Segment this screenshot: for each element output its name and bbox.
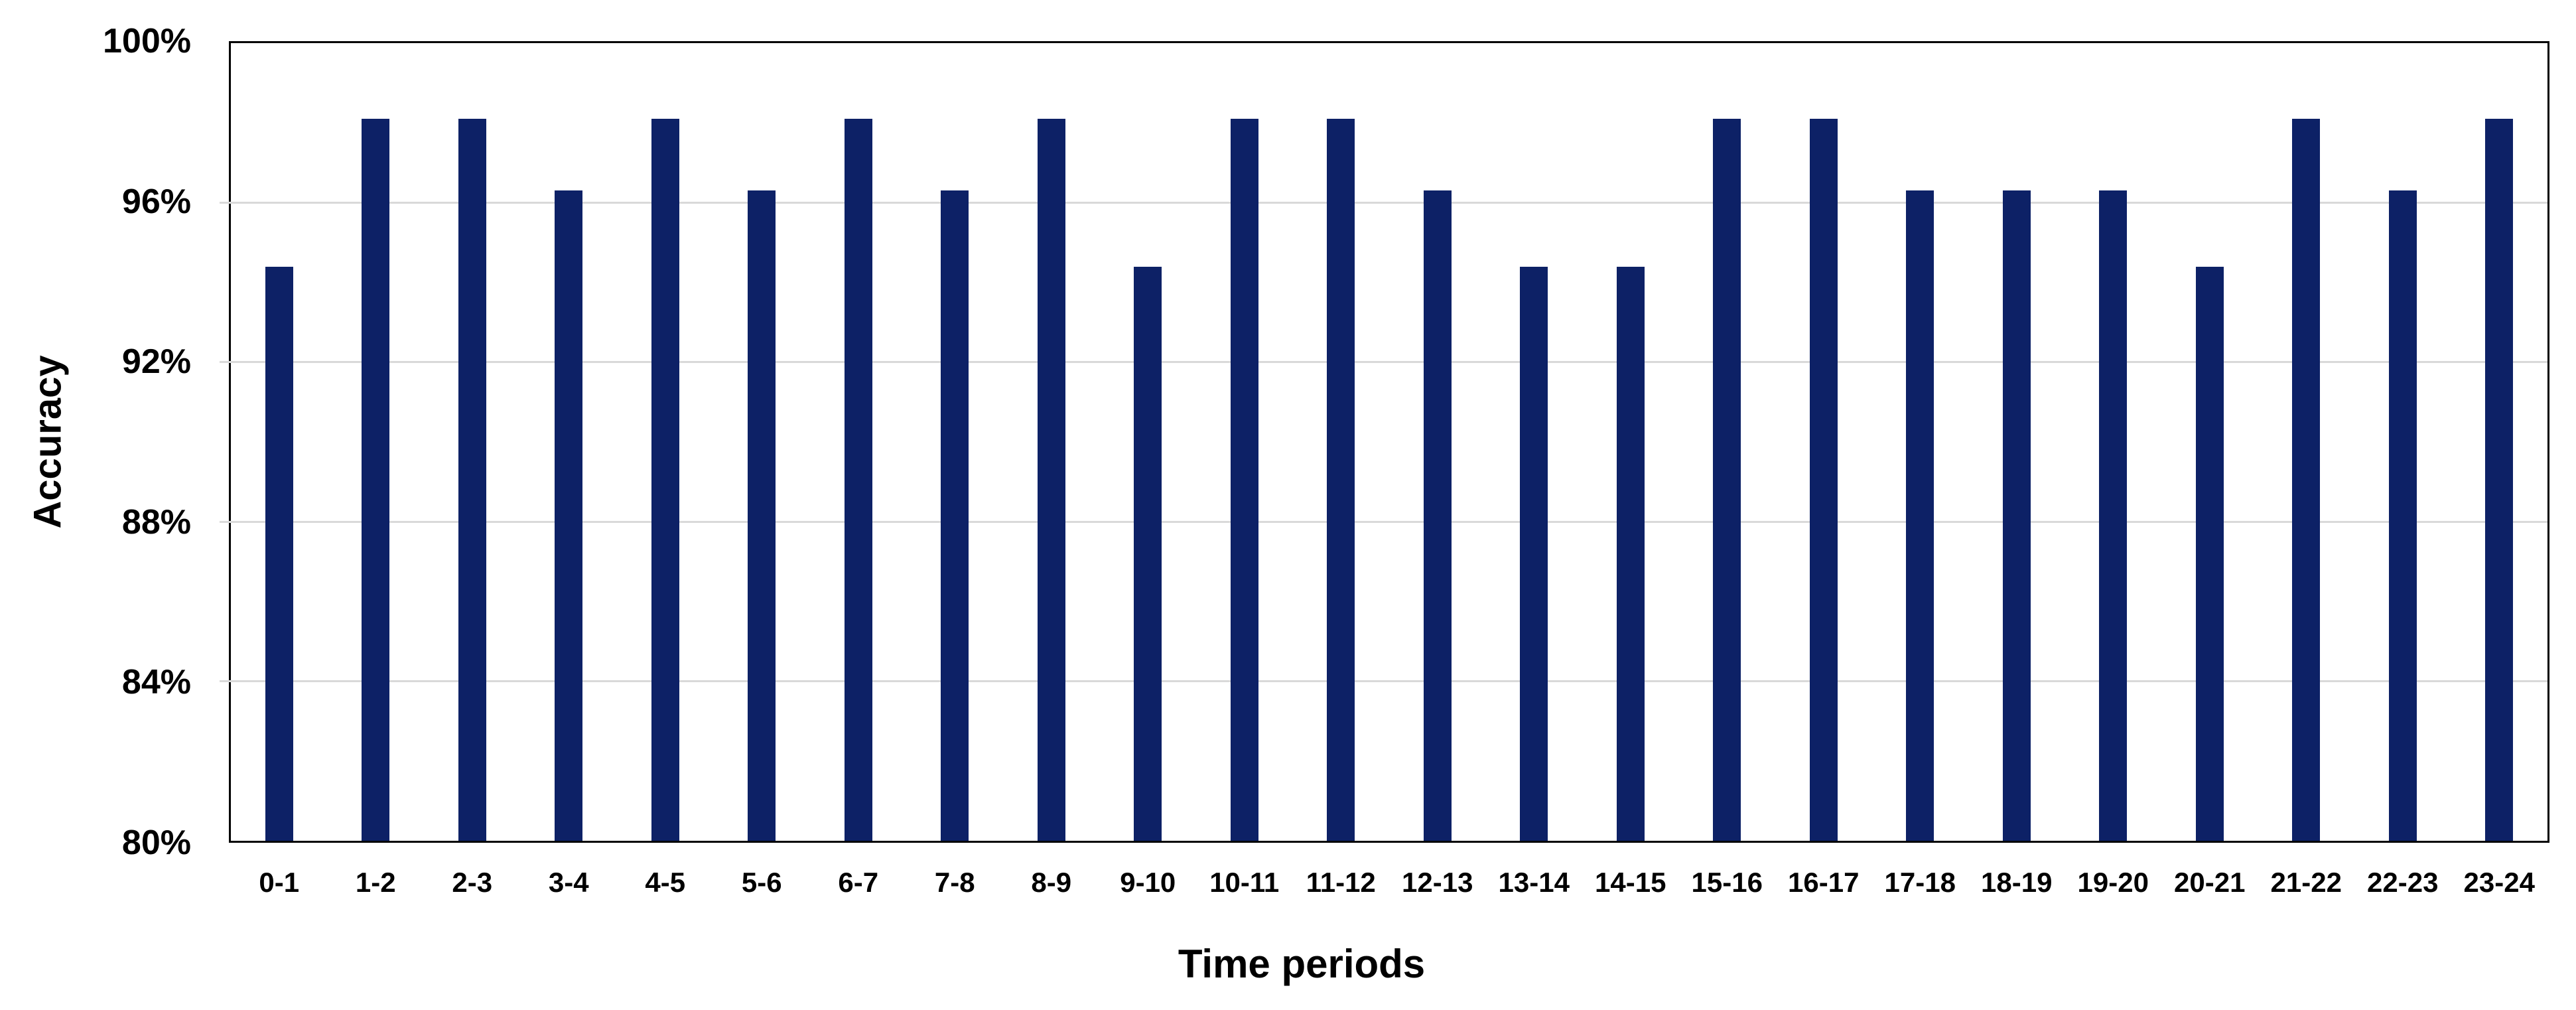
x-tick-label-10-11: 10-11 [1209,867,1280,898]
x-tick-label-14-15: 14-15 [1595,867,1666,898]
bar-7-8 [941,190,969,841]
bar-19-20 [2099,190,2128,841]
x-tick-label-7-8: 7-8 [934,867,975,898]
bar-9-10 [1134,266,1162,841]
bar-10-11 [1230,119,1258,841]
bar-21-22 [2292,119,2321,841]
bar-2-3 [458,119,486,841]
y-tick-label-88pct: 88% [121,502,191,541]
x-tick-label-17-18: 17-18 [1884,867,1956,898]
y-tick-label-100pct: 100% [103,22,191,60]
gridline-84 [220,680,2547,683]
x-tick-label-12-13: 12-13 [1402,867,1473,898]
y-tick-label-92pct: 92% [121,342,191,382]
bar-6-7 [844,119,872,841]
bar-18-19 [2002,190,2031,841]
bar-16-17 [1809,119,1838,841]
bar-23-24 [2485,119,2514,841]
bar-13-14 [1520,266,1548,841]
bar-8-9 [1037,119,1065,841]
x-tick-label-22-23: 22-23 [2367,867,2439,898]
x-tick-label-23-24: 23-24 [2463,867,2535,898]
y-tick-label-96pct: 96% [121,182,191,221]
plot-area [220,41,2549,843]
bar-22-23 [2388,190,2417,841]
x-tick-label-6-7: 6-7 [838,867,879,898]
bar-14-15 [1616,266,1645,841]
bar-4-5 [651,119,679,841]
x-tick-label-2-3: 2-3 [452,867,493,898]
x-tick-label-16-17: 16-17 [1788,867,1860,898]
x-tick-label-19-20: 19-20 [2077,867,2149,898]
bar-11-12 [1327,119,1355,841]
x-tick-label-8-9: 8-9 [1031,867,1072,898]
x-tick-label-1-2: 1-2 [355,867,396,898]
x-tick-label-20-21: 20-21 [2174,867,2246,898]
x-tick-label-21-22: 21-22 [2270,867,2342,898]
gridline-92 [220,361,2547,364]
bar-3-4 [555,190,583,841]
x-tick-label-13-14: 13-14 [1498,867,1570,898]
bar-15-16 [1713,119,1741,841]
x-tick-label-9-10: 9-10 [1120,867,1176,898]
bar-20-21 [2195,266,2224,841]
bar-1-2 [362,119,390,841]
y-axis-title: Accuracy [26,355,70,529]
x-tick-label-4-5: 4-5 [645,867,686,898]
y-tick-label-84pct: 84% [121,663,191,702]
gridline-88 [220,520,2547,523]
x-tick-label-0-1: 0-1 [259,867,300,898]
bar-12-13 [1423,190,1452,841]
x-axis-title: Time periods [1178,942,1426,986]
x-tick-label-18-19: 18-19 [1981,867,2053,898]
y-tick-label-80pct: 80% [121,824,191,862]
gridline-96 [220,201,2547,204]
bar-5-6 [748,190,776,841]
bar-0-1 [265,266,293,841]
x-tick-label-3-4: 3-4 [548,867,589,898]
bar-17-18 [1906,190,1934,841]
x-tick-label-5-6: 5-6 [741,867,782,898]
x-tick-label-11-12: 11-12 [1306,867,1376,898]
x-tick-label-15-16: 15-16 [1691,867,1763,898]
